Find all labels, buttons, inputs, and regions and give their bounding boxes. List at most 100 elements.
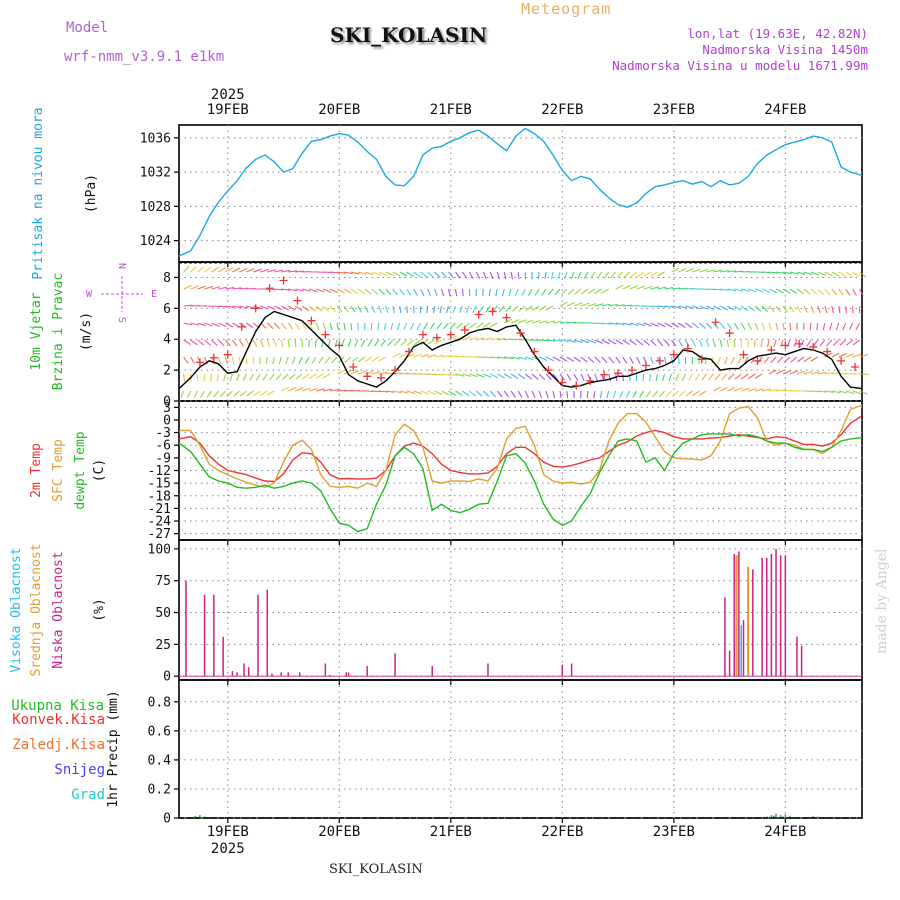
wind-barb xyxy=(717,356,721,365)
wind-barb xyxy=(670,356,674,365)
wind-barb xyxy=(504,338,514,341)
wind-barb xyxy=(328,339,331,348)
wind-gust-marker xyxy=(321,330,330,339)
wind-barb xyxy=(420,390,429,395)
wind-barb xyxy=(455,271,461,279)
wind-barb xyxy=(734,270,744,273)
wind-barb xyxy=(616,271,624,279)
wind-barb xyxy=(831,271,840,277)
wind-barb xyxy=(510,318,520,324)
wind-barb xyxy=(545,320,555,324)
wind-barb xyxy=(456,322,463,329)
wind-barb xyxy=(180,390,185,399)
wind-barb xyxy=(636,356,641,364)
wind-barb xyxy=(288,270,298,273)
wind-barb xyxy=(344,356,352,363)
wind-gust-marker xyxy=(586,376,595,385)
coords-label: lon,lat (19.63E, 42.82N) xyxy=(687,26,868,41)
wind-barb xyxy=(643,322,652,327)
wind-barb xyxy=(287,322,294,330)
top-date-label: 24FEB xyxy=(764,102,806,118)
wind-barb xyxy=(465,305,470,313)
wind-barb xyxy=(503,390,510,398)
wind-barb xyxy=(429,322,435,330)
wind-barb xyxy=(573,356,581,363)
wind-barb xyxy=(665,390,672,398)
wind-barb xyxy=(835,322,840,331)
wind-gust-marker xyxy=(823,347,832,356)
wind-gust-marker xyxy=(391,366,400,375)
y-tick-label: -27 xyxy=(148,527,171,542)
wind-barb xyxy=(824,390,834,393)
wind-barb xyxy=(727,373,735,380)
wind-barb xyxy=(796,370,806,375)
wind-barb xyxy=(623,271,631,278)
wind-gust-marker xyxy=(349,363,358,372)
wind-barb xyxy=(524,356,534,361)
wind-barb xyxy=(324,356,331,364)
wind-barb xyxy=(760,339,763,348)
wind-barb xyxy=(360,339,366,347)
y-tick-label: -9 xyxy=(155,451,171,466)
wind-barb xyxy=(692,322,700,329)
wind-barb xyxy=(447,288,451,297)
wind-barb xyxy=(294,305,303,312)
wind-gust-marker xyxy=(474,310,483,319)
wind-barb xyxy=(754,305,762,312)
wind-barb xyxy=(186,390,192,398)
y-tick-label: 2 xyxy=(163,364,171,379)
wind-barb xyxy=(392,271,401,277)
wind-barb xyxy=(370,322,373,331)
top-date-label: 21FEB xyxy=(430,102,472,118)
bottom-date-label: 24FEB xyxy=(764,824,806,840)
wind-barb xyxy=(413,390,423,395)
wind-barb xyxy=(733,322,739,330)
wind-barb xyxy=(294,387,304,392)
wind-barb xyxy=(531,390,536,399)
wind-barb xyxy=(273,322,281,330)
compass-west: W xyxy=(86,289,93,300)
wind-barb xyxy=(650,322,659,327)
wind-barb xyxy=(225,286,235,290)
wind-barb xyxy=(826,339,833,347)
wind-barb xyxy=(685,322,693,329)
wind-barb xyxy=(434,288,438,297)
wind-barb xyxy=(232,267,241,273)
wind-barb xyxy=(545,373,552,381)
wind-barb xyxy=(495,288,498,297)
wind-barb xyxy=(294,322,300,330)
wind-barb xyxy=(253,268,262,273)
wind-barb xyxy=(608,322,618,325)
wind-barb xyxy=(193,390,199,398)
wind-barb xyxy=(831,305,834,314)
wind-barb xyxy=(497,356,507,359)
temperature-line xyxy=(179,404,863,489)
wind-barb xyxy=(336,389,346,392)
wind-barb xyxy=(197,322,207,327)
wind-barb xyxy=(378,288,385,295)
y-tick-label: -3 xyxy=(155,426,171,441)
wind-barb xyxy=(789,370,799,375)
wind-barb xyxy=(462,336,471,341)
panel-label: Srednja Oblacnost xyxy=(29,543,44,676)
wind-barb xyxy=(218,286,228,290)
wind-barb xyxy=(706,305,715,310)
wind-barb xyxy=(301,288,311,292)
wind-barb xyxy=(559,339,569,343)
wind-barb xyxy=(311,356,317,364)
wind-barb xyxy=(664,305,674,308)
wind-barb xyxy=(357,356,366,363)
wind-barb xyxy=(249,373,254,381)
wind-barb xyxy=(845,390,855,394)
wind-barb xyxy=(671,339,677,347)
wind-barb xyxy=(364,288,372,295)
wind-gust-marker xyxy=(628,366,637,375)
wind-barb xyxy=(615,322,625,326)
y-tick-label: 1028 xyxy=(140,200,171,215)
wind-barb xyxy=(524,319,534,324)
wind-barb xyxy=(524,390,529,398)
wind-barb xyxy=(538,305,547,311)
wind-barb xyxy=(432,305,436,314)
wind-barb xyxy=(559,373,565,381)
wind-barb xyxy=(301,387,311,392)
